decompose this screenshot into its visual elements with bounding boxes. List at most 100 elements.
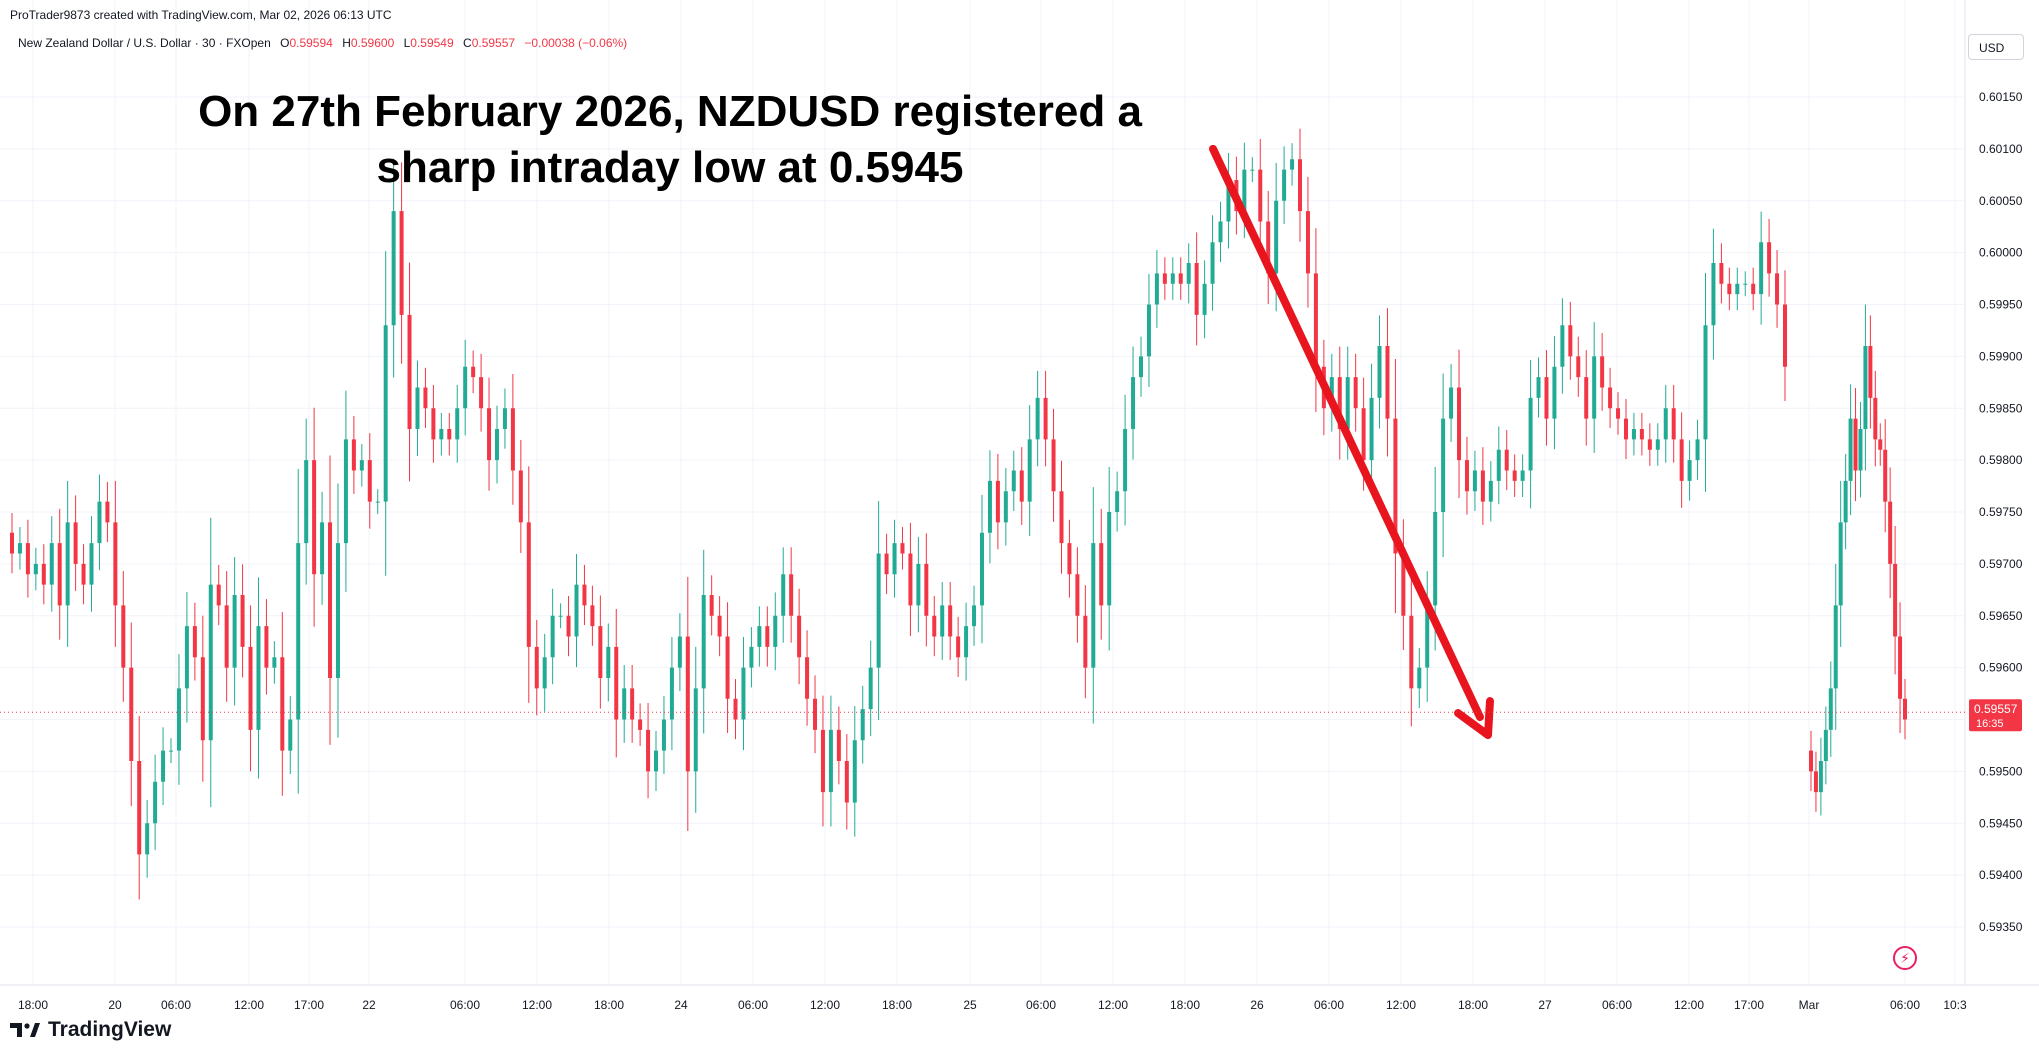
- candle: [1146, 273, 1151, 387]
- brand[interactable]: TradingView: [10, 1016, 171, 1044]
- currency-button[interactable]: USD: [1968, 34, 2024, 60]
- candle-body: [1608, 387, 1613, 409]
- candle-body: [415, 387, 420, 429]
- candle: [1898, 602, 1903, 733]
- candle-body: [463, 366, 468, 409]
- candle: [598, 595, 603, 709]
- x-tick-label: 18:00: [18, 998, 48, 1012]
- candle-body: [240, 595, 245, 647]
- candle-body: [1457, 387, 1462, 461]
- candle: [328, 455, 333, 745]
- candle: [1848, 384, 1853, 516]
- candle: [17, 527, 22, 570]
- candle: [49, 516, 54, 612]
- candle-body: [1512, 470, 1517, 481]
- x-tick-label: 18:00: [1170, 998, 1200, 1012]
- high-value: 0.59600: [350, 36, 395, 50]
- candle-body: [439, 429, 444, 440]
- candle-body: [1115, 491, 1120, 512]
- candle: [1441, 373, 1446, 558]
- candle-body: [153, 781, 158, 824]
- credit-line: ProTrader9873 created with TradingView.c…: [10, 8, 392, 22]
- x-tick-label: 10:3: [1943, 998, 1967, 1012]
- close-value: 0.59557: [471, 36, 516, 50]
- candle: [1464, 436, 1469, 515]
- candle-body: [1210, 242, 1215, 284]
- candle: [1520, 454, 1525, 497]
- candle-body: [1584, 377, 1589, 419]
- y-tick-label: 0.59650: [1979, 609, 2023, 623]
- candle-body: [343, 439, 348, 544]
- candle-body: [1898, 636, 1903, 699]
- x-tick-label: 18:00: [882, 998, 912, 1012]
- candle-body: [1719, 263, 1724, 284]
- countdown-value: 16:35: [1976, 718, 2004, 730]
- candle-body: [789, 574, 794, 616]
- symbol-legend[interactable]: New Zealand Dollar / U.S. Dollar · 30 · …: [18, 36, 627, 50]
- candle: [73, 495, 78, 591]
- x-tick-label: 12:00: [810, 998, 840, 1012]
- arrow-head: [1454, 697, 1494, 740]
- candle: [956, 616, 961, 677]
- candle: [1878, 423, 1883, 466]
- candle: [526, 466, 531, 703]
- lightning-icon[interactable]: ⚡: [1893, 946, 1917, 970]
- candle: [487, 377, 492, 491]
- candle: [1035, 370, 1040, 467]
- candle-body: [1536, 377, 1541, 398]
- candle-body: [1385, 346, 1390, 419]
- candle: [1472, 450, 1477, 511]
- candle-body: [312, 460, 317, 575]
- x-tick-label: 25: [963, 998, 977, 1012]
- candle: [1863, 304, 1868, 471]
- candle-body: [1616, 408, 1621, 419]
- candle: [391, 158, 396, 378]
- candle-body: [1083, 615, 1088, 668]
- candle-body: [1818, 761, 1823, 793]
- candle-body: [1035, 397, 1040, 440]
- y-tick-label: 0.59450: [1979, 816, 2023, 830]
- candle-body: [1813, 771, 1818, 793]
- y-tick-label: 0.59500: [1979, 764, 2023, 778]
- last-price-box: [1969, 699, 2022, 732]
- candle: [677, 613, 682, 691]
- candle: [256, 577, 261, 779]
- candle: [1250, 157, 1255, 183]
- candle-body: [932, 615, 937, 637]
- candle: [892, 519, 897, 598]
- candle-body: [81, 563, 86, 585]
- candle: [868, 640, 873, 737]
- x-tick-label: 06:00: [1602, 998, 1632, 1012]
- candle: [638, 703, 643, 746]
- candle-body: [1067, 543, 1072, 575]
- x-tick-label: 18:00: [594, 998, 624, 1012]
- candle: [1186, 243, 1191, 304]
- candle: [1647, 423, 1652, 466]
- candle-body: [526, 522, 531, 647]
- candle: [33, 547, 38, 591]
- candle-body: [455, 408, 460, 440]
- candle: [1544, 350, 1549, 446]
- candle-body: [1369, 397, 1374, 461]
- candle: [1608, 367, 1613, 428]
- candle: [654, 730, 659, 792]
- candle-body: [542, 657, 547, 689]
- candle-body: [1274, 200, 1279, 274]
- candle-body: [1488, 480, 1493, 502]
- candle: [844, 734, 849, 830]
- candle: [1162, 257, 1167, 300]
- candle-body: [646, 729, 651, 772]
- candle-body: [1893, 563, 1898, 637]
- candle: [57, 508, 62, 640]
- candle: [1154, 250, 1159, 328]
- candle-body: [924, 563, 929, 616]
- candle-body: [335, 543, 340, 678]
- candle-body: [1504, 449, 1509, 471]
- candle: [121, 571, 126, 702]
- candle-body: [1282, 169, 1287, 201]
- candle: [1818, 737, 1823, 816]
- candle: [1218, 201, 1223, 262]
- candle-body: [1520, 470, 1525, 481]
- x-tick-label: 26: [1250, 998, 1264, 1012]
